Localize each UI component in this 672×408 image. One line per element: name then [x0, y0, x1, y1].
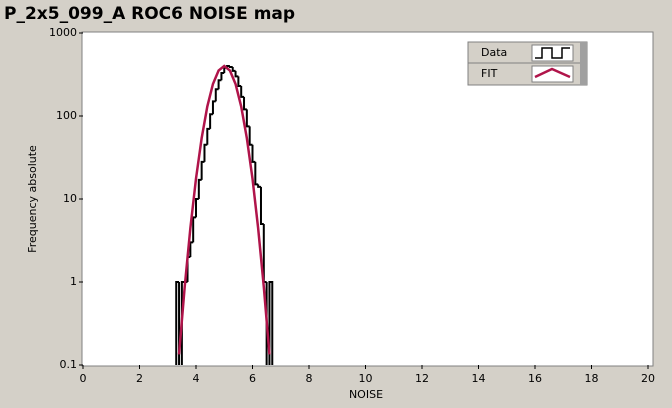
histogram-bin: [240, 85, 245, 98]
histogram-bin: [248, 126, 253, 146]
y-tick-label: 1: [70, 275, 77, 288]
fit-line: [177, 64, 271, 355]
y-tick-label: 0.1: [60, 358, 78, 371]
chart-title: P_2x5_099_A ROC6 NOISE map: [4, 4, 295, 24]
x-tick-label: 4: [193, 372, 200, 385]
histogram-bin: [254, 161, 259, 186]
histogram-bin: [206, 127, 211, 145]
legend-swatch-box: [531, 65, 574, 83]
x-tick-label: 20: [641, 372, 655, 385]
histogram-bin: [200, 160, 205, 180]
x-tick-label: 14: [472, 372, 486, 385]
histogram-bin: [189, 241, 194, 258]
y-tick-label: 100: [56, 109, 77, 122]
x-tick-label: 8: [306, 372, 313, 385]
legend: Data FIT: [467, 41, 588, 86]
legend-scroll: [580, 42, 587, 85]
histogram-bin: [268, 281, 274, 365]
histogram-bin: [257, 184, 261, 188]
histogram-bin: [259, 186, 264, 225]
legend-label: FIT: [481, 67, 498, 80]
legend-swatch: [535, 47, 570, 59]
plot-marks: [175, 64, 274, 365]
x-tick-label: 0: [80, 372, 87, 385]
legend-label: Data: [481, 46, 507, 59]
x-tick-label: 18: [585, 372, 599, 385]
x-tick-label: 6: [249, 372, 256, 385]
x-axis-label: NOISE: [349, 388, 383, 401]
histogram-bin: [228, 65, 233, 68]
x-tick-label: 16: [528, 372, 542, 385]
histogram-bin: [178, 282, 181, 365]
legend-swatch: [534, 67, 571, 79]
histogram-bin: [180, 281, 185, 365]
y-tick-label: 10: [63, 192, 77, 205]
y-axis-label: Frequency absolute: [26, 145, 39, 253]
x-tick-label: 12: [415, 372, 429, 385]
x-tick-label: 10: [359, 372, 373, 385]
x-tick-label: 2: [136, 372, 143, 385]
y-tick-label: 1000: [49, 26, 77, 39]
histogram-bin: [197, 178, 202, 199]
histogram-bin: [234, 70, 239, 78]
